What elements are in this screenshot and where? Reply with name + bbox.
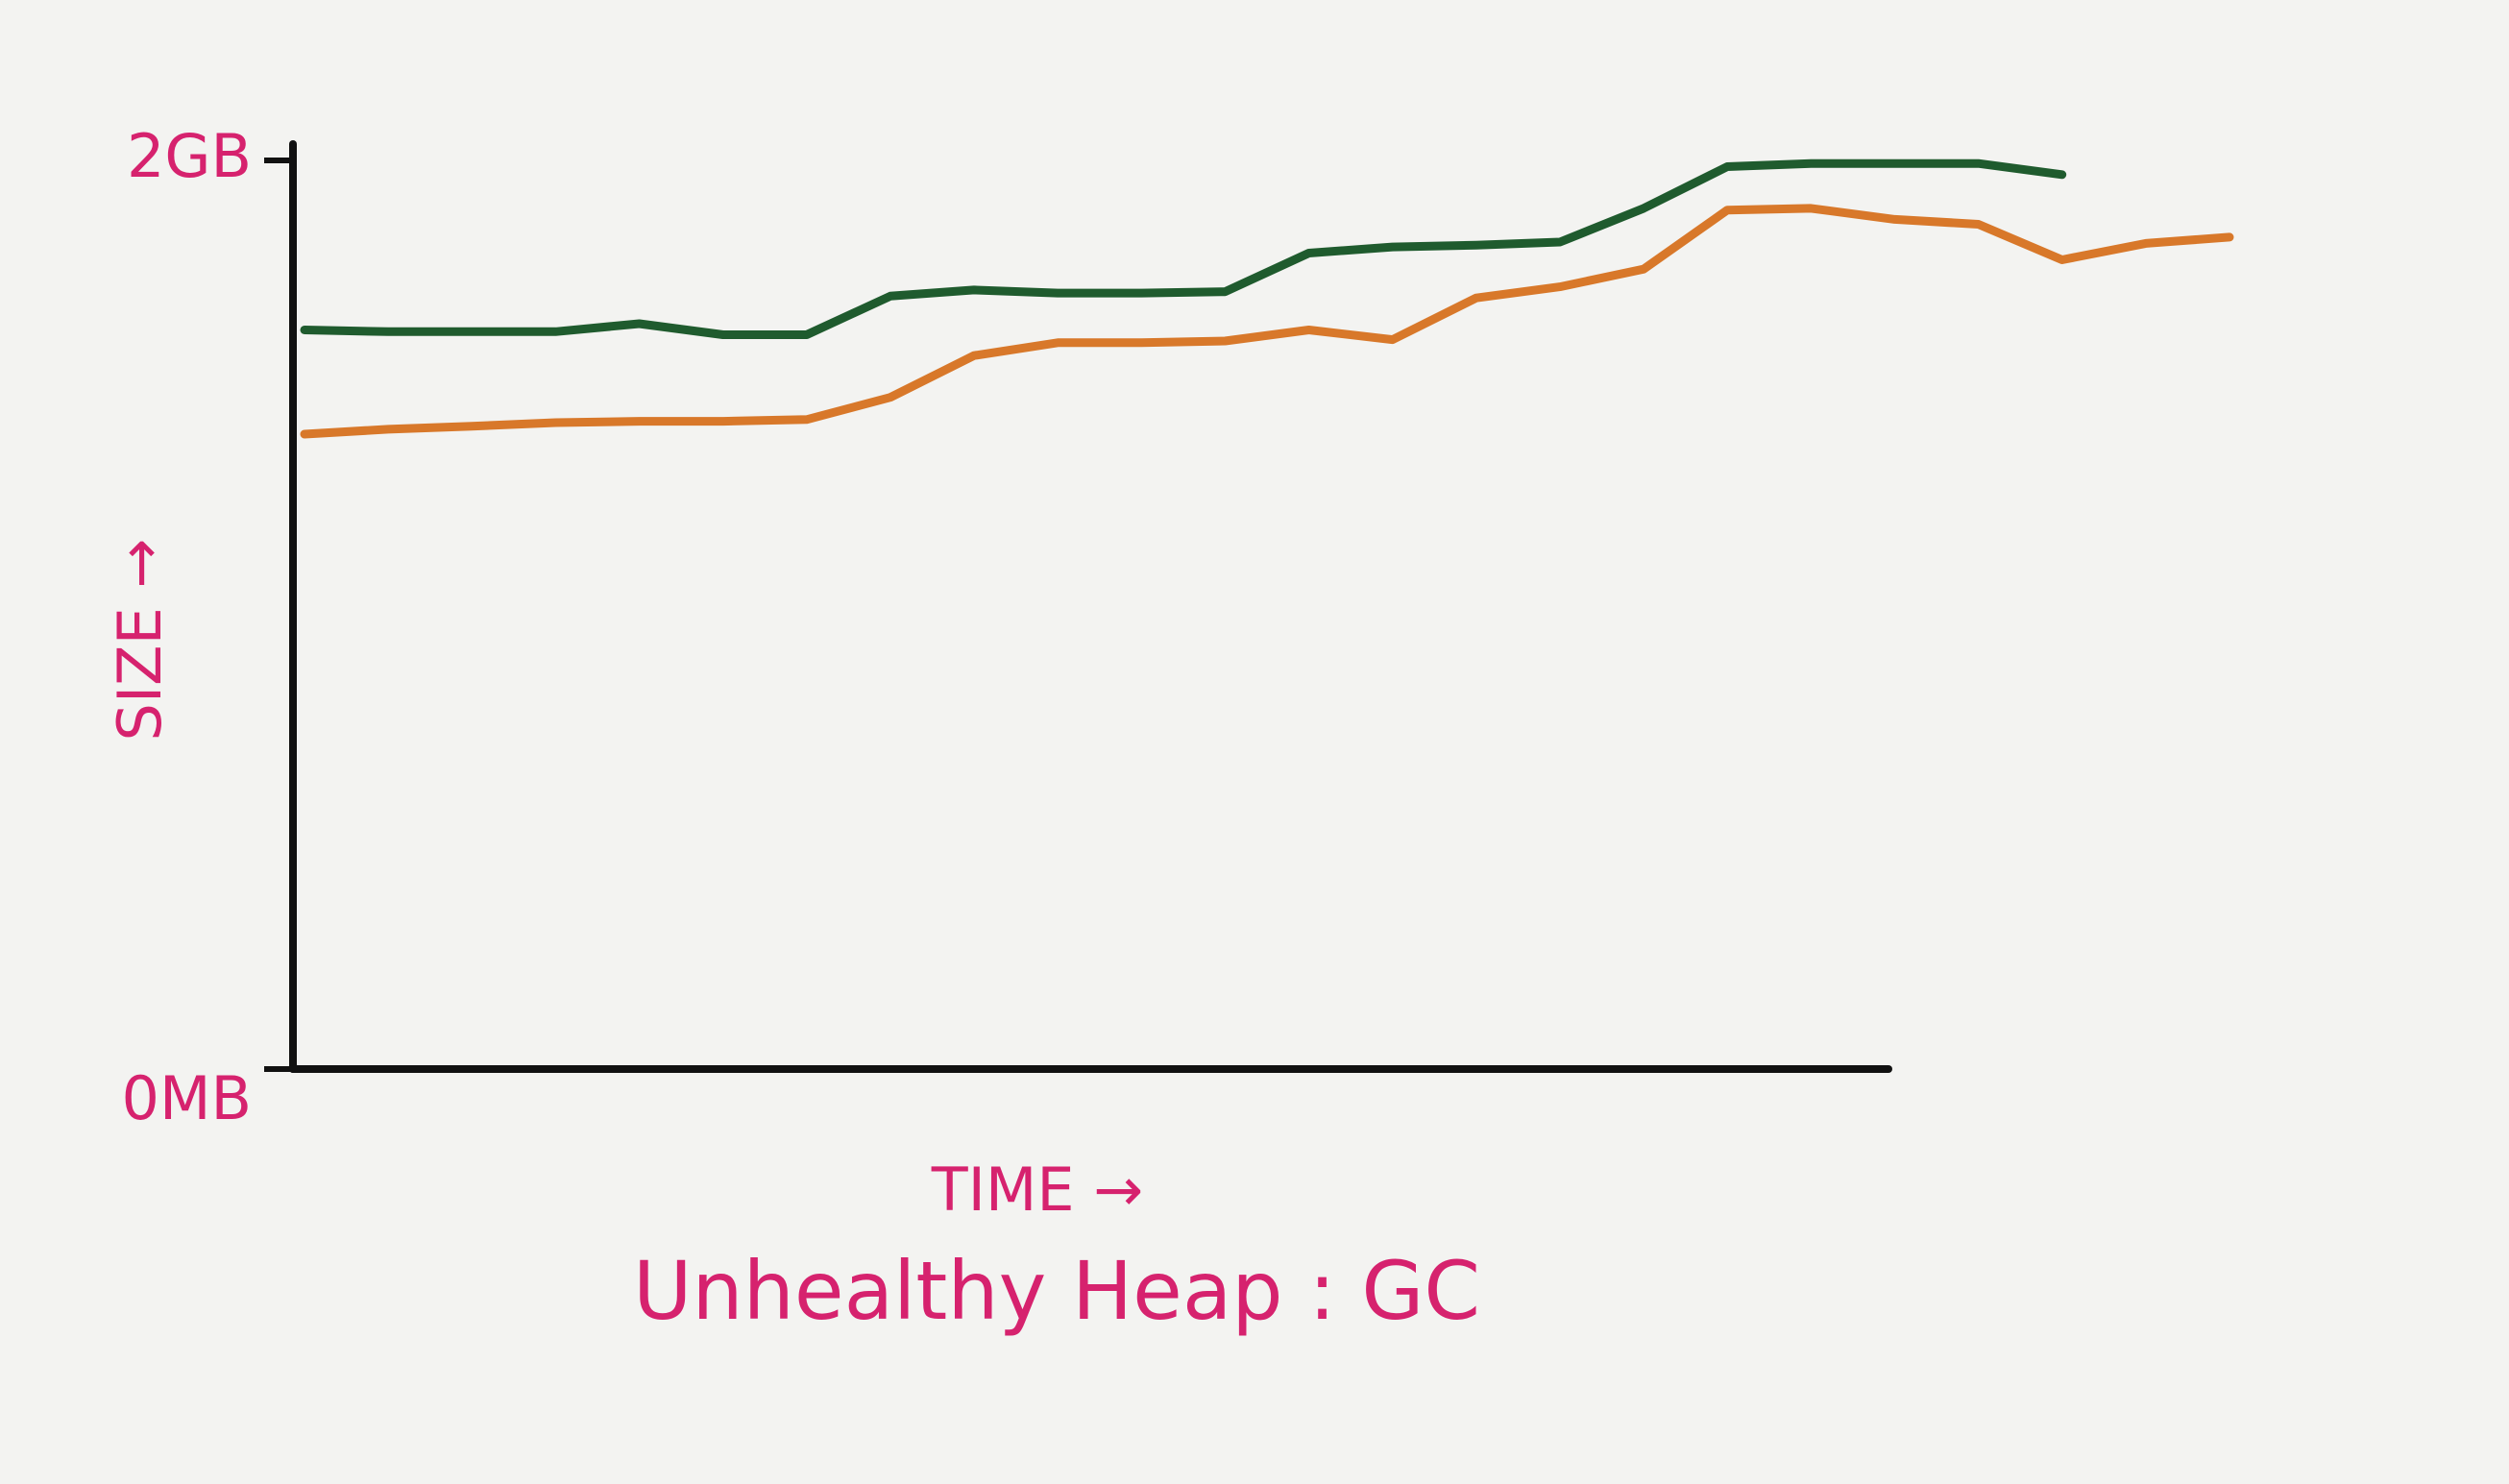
y-tick-label: 2GB: [127, 121, 252, 191]
y-axis-label: SIZE →: [105, 539, 175, 742]
chart-title: Unhealthy Heap : GC: [633, 1244, 1480, 1338]
y-tick-label: 0MB: [122, 1063, 252, 1133]
x-axis-label: TIME →: [931, 1155, 1143, 1225]
series-line: [300, 204, 2234, 439]
series-line: [300, 158, 2067, 339]
